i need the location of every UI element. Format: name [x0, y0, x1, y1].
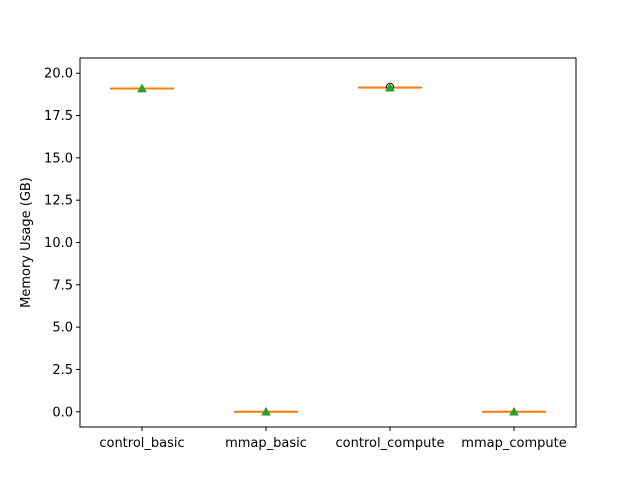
y-tick-label: 2.5: [52, 363, 73, 378]
plot-frame: [79, 57, 577, 428]
y-tick-label: 20.0: [44, 67, 73, 82]
mean-marker: [385, 82, 395, 92]
mean-marker: [137, 83, 147, 93]
y-tick-label: 17.5: [44, 109, 73, 124]
box-mmap_compute: [482, 406, 546, 416]
y-tick-label: 0.0: [52, 405, 73, 420]
y-axis-title: Memory Usage (GB): [19, 177, 34, 308]
x-tick-label: control_basic: [99, 436, 184, 451]
y-tick-label: 5.0: [52, 321, 73, 336]
box-control_compute: [358, 82, 422, 92]
x-tick-label: mmap_compute: [461, 436, 566, 451]
mean-marker: [509, 406, 519, 416]
x-tick-label: mmap_basic: [225, 436, 307, 451]
box-control_basic: [110, 83, 174, 93]
y-tick-label: 7.5: [52, 278, 73, 293]
y-tick-label: 15.0: [44, 151, 73, 166]
mean-marker: [261, 406, 271, 416]
box-mmap_basic: [234, 406, 298, 416]
y-tick-label: 12.5: [44, 194, 73, 209]
x-tick-label: control_compute: [336, 436, 445, 451]
y-tick-label: 10.0: [44, 236, 73, 251]
